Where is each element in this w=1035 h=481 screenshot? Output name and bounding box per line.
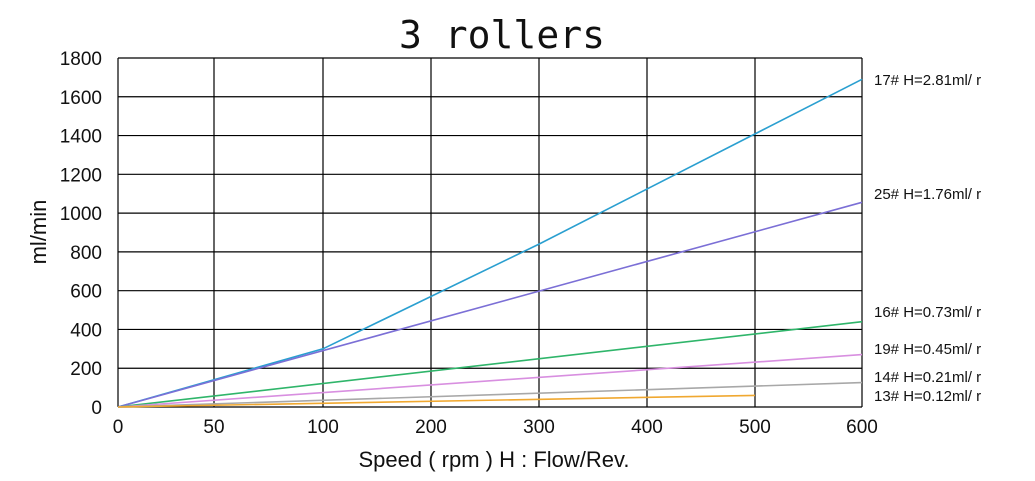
y-tick-label: 400 bbox=[70, 320, 102, 341]
x-axis-label: Speed ( rpm ) H : Flow/Rev. bbox=[359, 447, 630, 472]
series-lines bbox=[117, 78, 863, 408]
series-line bbox=[117, 394, 756, 408]
grid bbox=[117, 57, 863, 408]
x-tick-label: 300 bbox=[523, 417, 555, 438]
chart-title: 3 rollers bbox=[399, 13, 605, 57]
y-tick-label: 1200 bbox=[60, 165, 102, 186]
series-line bbox=[117, 320, 863, 408]
y-tick-label: 600 bbox=[70, 282, 102, 303]
series-labels: 17# H=2.81ml/ r 25# H=1.76ml/ r 16# H=0.73… bbox=[874, 72, 981, 405]
series-label: 14# H=0.21ml/ r bbox=[874, 369, 981, 386]
x-tick-label: 100 bbox=[307, 417, 339, 438]
y-tick-label: 0 bbox=[91, 398, 102, 419]
y-axis-label: ml/min bbox=[26, 200, 51, 265]
y-tick-label: 1800 bbox=[60, 49, 102, 70]
series-line bbox=[117, 201, 863, 408]
series-line bbox=[117, 78, 863, 408]
series-line bbox=[117, 381, 863, 408]
x-tick-label: 200 bbox=[415, 417, 447, 438]
series-label: 16# H=0.73ml/ r bbox=[874, 304, 981, 321]
y-tick-label: 1000 bbox=[60, 204, 102, 225]
y-tick-label: 1600 bbox=[60, 88, 102, 109]
y-tick-label: 1400 bbox=[60, 127, 102, 148]
x-tick-label: 600 bbox=[846, 417, 878, 438]
x-tick-label: 500 bbox=[739, 417, 771, 438]
series-label: 25# H=1.76ml/ r bbox=[874, 186, 981, 203]
x-tick-label: 0 bbox=[113, 417, 124, 438]
series-label: 13# H=0.12ml/ r bbox=[874, 388, 981, 405]
series-label: 17# H=2.81ml/ r bbox=[874, 72, 981, 89]
x-tick-label: 50 bbox=[203, 417, 224, 438]
y-tick-label: 200 bbox=[70, 359, 102, 380]
series-label: 19# H=0.45ml/ r bbox=[874, 341, 981, 358]
tick-labels: 0 200 400 600 800 1000 1200 1400 1600 1800 0 50 100 2… bbox=[60, 49, 878, 438]
series-line bbox=[117, 353, 863, 408]
x-tick-label: 400 bbox=[631, 417, 663, 438]
y-tick-label: 800 bbox=[70, 243, 102, 264]
